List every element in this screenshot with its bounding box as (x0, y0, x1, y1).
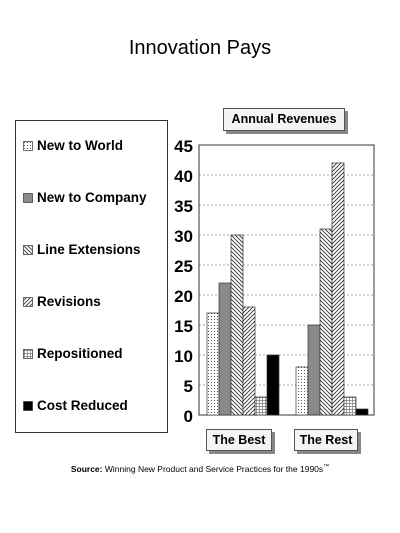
x-category-label: The Best (213, 433, 266, 447)
bar-dots (296, 367, 308, 415)
bar-grid (255, 397, 267, 415)
y-tick-label: 15 (174, 317, 193, 336)
y-tick-label: 0 (184, 407, 193, 426)
y-tick-label: 20 (174, 287, 193, 306)
x-category-label-box-best: The Best (206, 429, 272, 451)
bar-diag-back (231, 235, 243, 415)
y-tick-label: 35 (174, 197, 193, 216)
bar-dots (207, 313, 219, 415)
source-label: Source: (71, 464, 103, 474)
bar-solid-black (267, 355, 279, 415)
y-tick-label: 40 (174, 167, 193, 186)
bar-grid (344, 397, 356, 415)
y-tick-label: 45 (174, 137, 193, 156)
x-category-label-box-rest: The Rest (294, 429, 358, 451)
bar-diag-back (320, 229, 332, 415)
y-tick-label: 10 (174, 347, 193, 366)
bar-diag-fwd (243, 307, 255, 415)
bar-solid-black (356, 409, 368, 415)
trademark: ™ (323, 464, 329, 470)
x-category-label: The Rest (300, 433, 353, 447)
bar-solid-gray (308, 325, 320, 415)
bar-solid-gray (219, 283, 231, 415)
bar-diag-fwd (332, 163, 344, 415)
source-note: Source: Winning New Product and Service … (0, 464, 400, 474)
y-tick-label: 5 (184, 377, 193, 396)
y-tick-label: 25 (174, 257, 193, 276)
y-tick-label: 30 (174, 227, 193, 246)
source-text: Winning New Product and Service Practice… (105, 464, 323, 474)
